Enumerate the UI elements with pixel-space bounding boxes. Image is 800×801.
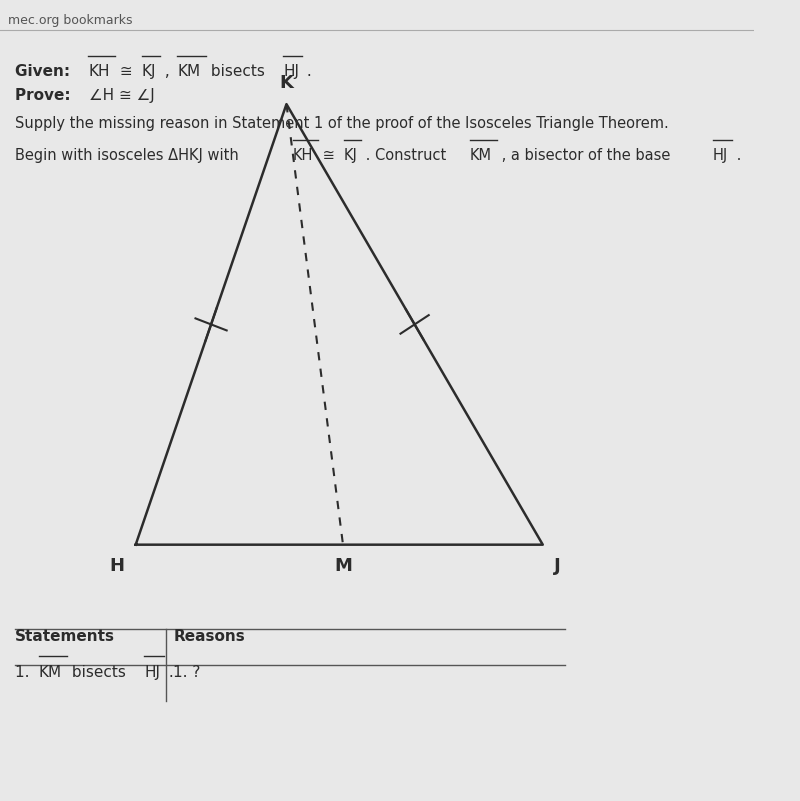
Text: 1.: 1. xyxy=(15,665,34,680)
Text: M: M xyxy=(334,557,352,574)
Text: HJ: HJ xyxy=(144,665,160,680)
Text: KM: KM xyxy=(38,665,62,680)
Text: Statements: Statements xyxy=(15,629,115,644)
Text: H: H xyxy=(110,557,124,574)
Text: HJ: HJ xyxy=(713,148,728,163)
Text: HJ: HJ xyxy=(283,64,299,79)
Text: KJ: KJ xyxy=(142,64,157,79)
Text: bisects: bisects xyxy=(206,64,270,79)
Text: ≅: ≅ xyxy=(318,148,339,163)
Text: mec.org bookmarks: mec.org bookmarks xyxy=(7,14,132,26)
Text: Reasons: Reasons xyxy=(174,629,245,644)
Text: Supply the missing reason in Statement 1 of the proof of the Isosceles Triangle : Supply the missing reason in Statement 1… xyxy=(15,116,669,131)
Text: , a bisector of the base: , a bisector of the base xyxy=(497,148,674,163)
Text: Prove:: Prove: xyxy=(15,88,76,103)
Text: ,: , xyxy=(160,64,174,79)
Text: KM: KM xyxy=(178,64,201,79)
Text: K: K xyxy=(279,74,294,92)
Text: .: . xyxy=(731,148,741,163)
Text: KJ: KJ xyxy=(344,148,358,163)
Text: Begin with isosceles ΔHKJ with: Begin with isosceles ΔHKJ with xyxy=(15,148,243,163)
Text: ≅: ≅ xyxy=(114,64,137,79)
Text: . Construct: . Construct xyxy=(361,148,450,163)
Text: Given:: Given: xyxy=(15,64,75,79)
Text: J: J xyxy=(554,557,561,574)
Text: KH: KH xyxy=(293,148,313,163)
Text: .: . xyxy=(164,665,174,680)
Text: KH: KH xyxy=(89,64,110,79)
Text: bisects: bisects xyxy=(66,665,130,680)
Text: ∠H ≅ ∠J: ∠H ≅ ∠J xyxy=(89,88,155,103)
Text: .: . xyxy=(302,64,312,79)
Text: KM: KM xyxy=(470,148,492,163)
Text: 1. ?: 1. ? xyxy=(174,665,201,680)
